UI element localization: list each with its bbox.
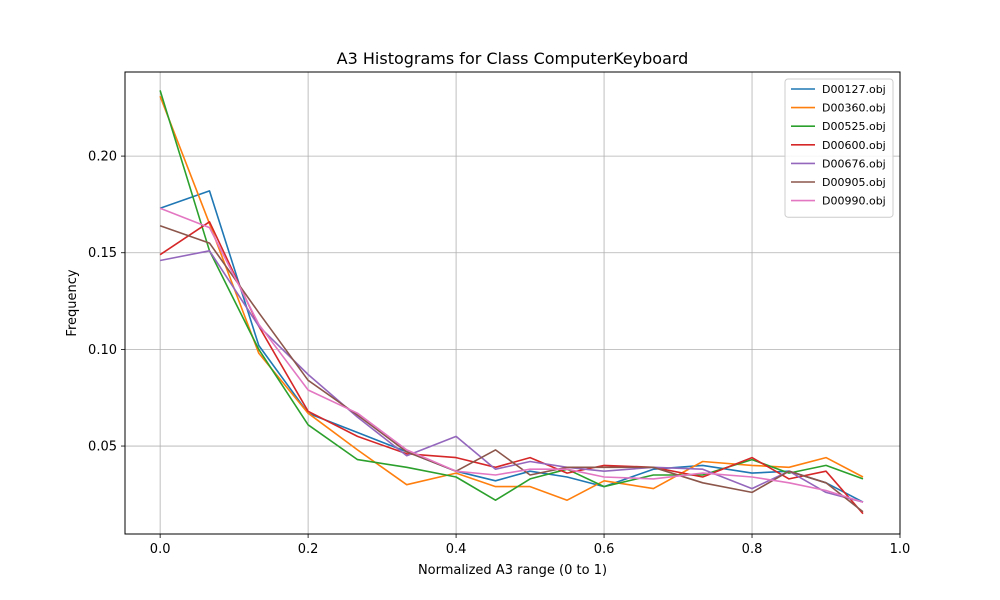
series-line-d00990-obj <box>159 207 864 503</box>
legend-label: D00600.obj <box>822 139 886 152</box>
y-tick-label: 0.10 <box>88 343 117 358</box>
y-tick-label: 0.20 <box>88 150 117 165</box>
x-tick-label: 0.2 <box>298 542 319 557</box>
y-tick-label: 0.05 <box>88 440 117 455</box>
legend-label: D00127.obj <box>822 83 886 96</box>
legend-label: D00905.obj <box>822 176 886 189</box>
x-tick-label: 0.4 <box>446 542 467 557</box>
x-tick-label: 0.0 <box>150 542 171 557</box>
series-line-d00127-obj <box>159 190 864 503</box>
chart-title: A3 Histograms for Class ComputerKeyboard <box>337 49 689 68</box>
legend: D00127.obj D00360.obj D00525.obj D00600.obj… <box>784 78 894 218</box>
series-line-d00905-obj <box>159 224 864 513</box>
legend-label: D00525.obj <box>822 120 886 133</box>
series-line-d00360-obj <box>159 95 864 502</box>
x-axis-label: Normalized A3 range (0 to 1) <box>418 563 607 578</box>
y-axis-label: Frequency <box>65 269 80 336</box>
series-line-d00600-obj <box>159 221 864 515</box>
axis-ticks: 0.0 0.2 0.4 0.6 0.8 1.0 0.05 0.10 0.15 0.20 <box>88 150 910 557</box>
plot-area-frame <box>124 71 901 535</box>
x-tick-label: 1.0 <box>890 542 911 557</box>
legend-label: D00360.obj <box>822 102 886 115</box>
x-tick-label: 0.8 <box>742 542 763 557</box>
series-lines <box>159 90 864 515</box>
y-tick-label: 0.15 <box>88 246 117 261</box>
x-tick-label: 0.6 <box>594 542 615 557</box>
legend-label: D00990.obj <box>822 195 886 208</box>
legend-label: D00676.obj <box>822 157 886 170</box>
